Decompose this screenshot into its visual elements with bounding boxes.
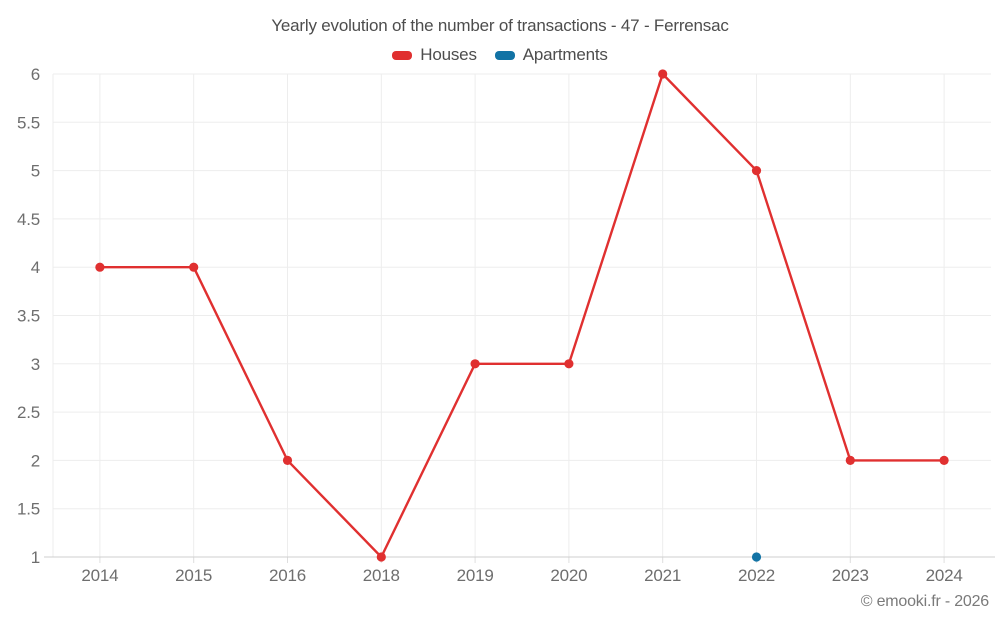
- x-axis-tick-label: 2022: [738, 566, 775, 585]
- houses-point[interactable]: [376, 552, 386, 562]
- y-axis-tick-label: 4: [31, 258, 40, 277]
- legend-item-apartments[interactable]: Apartments: [494, 45, 608, 65]
- x-axis-tick-label: 2023: [832, 566, 869, 585]
- y-axis-tick-label: 4.5: [17, 210, 40, 229]
- x-axis-tick-label: 2024: [926, 566, 963, 585]
- y-axis-tick-label: 3.5: [17, 307, 40, 326]
- x-axis-tick-label: 2016: [269, 566, 306, 585]
- x-axis-tick-label: 2019: [457, 566, 494, 585]
- apartments-point[interactable]: [751, 552, 762, 562]
- legend-label-apartments: Apartments: [522, 45, 608, 64]
- x-axis-tick-label: 2018: [363, 566, 400, 585]
- y-axis-tick-label: 1.5: [17, 500, 40, 519]
- legend-label-houses: Houses: [420, 45, 477, 64]
- y-axis-tick-label: 3: [31, 355, 40, 374]
- houses-line: [98, 72, 946, 559]
- chart-title: Yearly evolution of the number of transa…: [271, 16, 729, 35]
- houses-point[interactable]: [564, 359, 574, 369]
- x-axis-tick-label: 2014: [81, 566, 118, 585]
- y-axis-tick-label: 1: [31, 548, 40, 567]
- legend-swatch-houses: [392, 50, 413, 60]
- chart-legend: Houses Apartments: [0, 45, 1000, 65]
- houses-point[interactable]: [470, 359, 480, 369]
- houses-point[interactable]: [845, 455, 855, 465]
- y-axis-tick-label: 2.5: [17, 403, 40, 422]
- houses-point[interactable]: [95, 262, 105, 272]
- houses-point[interactable]: [939, 455, 949, 465]
- houses-point[interactable]: [282, 455, 293, 465]
- y-axis-tick-label: 5: [31, 162, 40, 181]
- y-axis-tick-label: 5.5: [17, 113, 40, 132]
- x-axis-tick-label: 2020: [550, 566, 587, 585]
- x-axis-tick-label: 2021: [644, 566, 681, 585]
- legend-swatch-apartments: [494, 50, 515, 60]
- credit-text: © emooki.fr - 2026: [860, 593, 989, 610]
- houses-point[interactable]: [751, 166, 762, 176]
- legend-item-houses[interactable]: Houses: [392, 45, 477, 65]
- x-axis-tick-label: 2015: [175, 566, 212, 585]
- houses-point[interactable]: [189, 262, 199, 272]
- y-axis-tick-label: 6: [31, 65, 40, 84]
- y-axis-tick-label: 2: [31, 451, 40, 470]
- houses-point[interactable]: [658, 69, 668, 79]
